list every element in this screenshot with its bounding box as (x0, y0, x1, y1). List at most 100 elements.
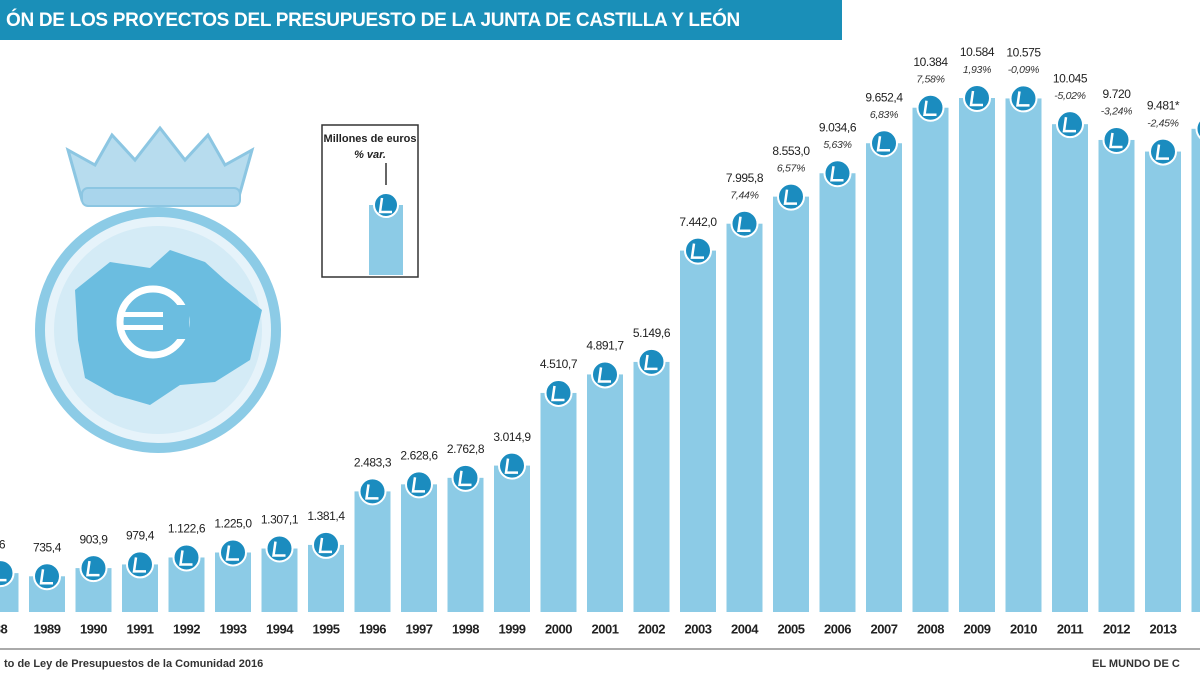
logo-circle (963, 84, 991, 112)
legend: Millones de euros % var. (321, 124, 419, 278)
bar-logo (126, 550, 154, 579)
bar (959, 98, 995, 612)
bar (1052, 124, 1088, 612)
x-tick-label: 1992 (173, 621, 200, 636)
value-label: 1.122,6 (168, 522, 206, 536)
pct-label: 7,58% (916, 73, 944, 85)
source: to de Ley de Presupuestos de la Comunida… (4, 658, 263, 670)
bar-logo (963, 84, 991, 112)
value-label: 4.510,7 (540, 357, 578, 371)
crest (35, 125, 281, 453)
x-tick-label: 2005 (778, 621, 805, 636)
logo-circle (637, 347, 666, 376)
bar (401, 484, 437, 612)
value-label: 10.584 (960, 45, 995, 59)
logo-glyph (225, 545, 239, 561)
logo-glyph (86, 560, 100, 577)
logo-circle (451, 463, 480, 492)
pct-label: 5,63% (823, 139, 851, 151)
bar-logo (498, 451, 526, 480)
value-label: 8.553,0 (772, 144, 810, 158)
logo-circle (1149, 137, 1177, 166)
bar-logo (172, 543, 201, 572)
logo-circle (79, 554, 108, 583)
logo-glyph (504, 458, 518, 474)
bar (1005, 98, 1042, 612)
legend-subtitle: % var. (354, 149, 386, 161)
logo-glyph (597, 367, 611, 383)
logo-circle (172, 543, 201, 572)
logo-circle (1195, 118, 1200, 140)
legend-title: Millones de euros (324, 133, 417, 145)
logo-glyph (272, 541, 286, 557)
logo-circle (405, 470, 433, 499)
bar (1145, 151, 1181, 612)
bar (819, 173, 856, 612)
logo-glyph (876, 136, 890, 152)
bar-logo (916, 93, 945, 122)
logo-glyph (969, 90, 983, 107)
value-label: 2.483,3 (354, 456, 392, 470)
x-tick-label: 88 (0, 621, 7, 636)
x-tick-label: 2002 (638, 621, 665, 636)
logo-glyph (1016, 91, 1030, 107)
logo-glyph (39, 569, 53, 585)
bar-logo (544, 378, 573, 407)
bar-logo (1009, 84, 1038, 113)
logo-circle (1102, 125, 1131, 154)
bar-logo (637, 347, 666, 376)
logo-circle (33, 562, 61, 591)
bar-logo (684, 236, 712, 265)
bar (866, 143, 902, 612)
x-tick-label: 2011 (1057, 621, 1083, 636)
value-label: 735,4 (33, 540, 62, 554)
bar-logo (358, 477, 387, 506)
x-tick-label: 2010 (1010, 621, 1037, 636)
logo-glyph (1155, 144, 1169, 160)
logo-glyph (551, 385, 565, 402)
value-label: 1.381,4 (307, 509, 345, 523)
logo-circle (730, 209, 759, 238)
x-tick-label: 1997 (406, 621, 433, 636)
pct-label: 6,57% (777, 162, 805, 174)
logo-glyph (830, 166, 844, 182)
bar (1191, 128, 1200, 612)
value-label: 903,9 (79, 532, 108, 546)
value-label: 2.628,6 (400, 449, 438, 463)
logo-glyph (179, 550, 193, 566)
pct-label: 6,83% (870, 109, 898, 121)
logo-circle (1009, 84, 1038, 113)
bar (447, 477, 484, 612)
pct-label: 7,44% (730, 189, 758, 201)
bar (540, 392, 577, 612)
logo-glyph (411, 477, 425, 493)
value-label: 2.762,8 (447, 442, 485, 456)
bar-logo (312, 530, 340, 559)
value-label: 1.307,1 (261, 513, 299, 527)
logo-glyph (365, 484, 379, 500)
logo-glyph (783, 189, 797, 205)
value-label: 9.481* (1147, 99, 1180, 113)
x-tick-label: 1999 (499, 621, 526, 636)
x-tick-label: 1991 (127, 621, 154, 636)
bar-logo (405, 470, 433, 499)
x-tick-label: 2013 (1150, 621, 1177, 636)
x-tick-label: 2009 (964, 621, 991, 636)
x-tick-label: 2012 (1103, 621, 1130, 636)
x-tick-label: 1998 (452, 621, 479, 636)
bar (912, 107, 949, 613)
bar (354, 491, 391, 612)
value-label: 1.225,0 (214, 517, 252, 531)
value-label: 9.034,6 (819, 120, 857, 134)
bar-logo (33, 562, 61, 591)
bar-logo (265, 534, 294, 563)
logo-glyph (0, 578, 7, 582)
logo-circle (126, 550, 154, 579)
logo-glyph (690, 243, 704, 259)
value-label: 9.720 (1102, 87, 1131, 101)
logo-glyph (318, 537, 332, 554)
logo-glyph (923, 100, 937, 116)
logo-circle (498, 451, 526, 480)
logo-glyph (1062, 116, 1076, 133)
